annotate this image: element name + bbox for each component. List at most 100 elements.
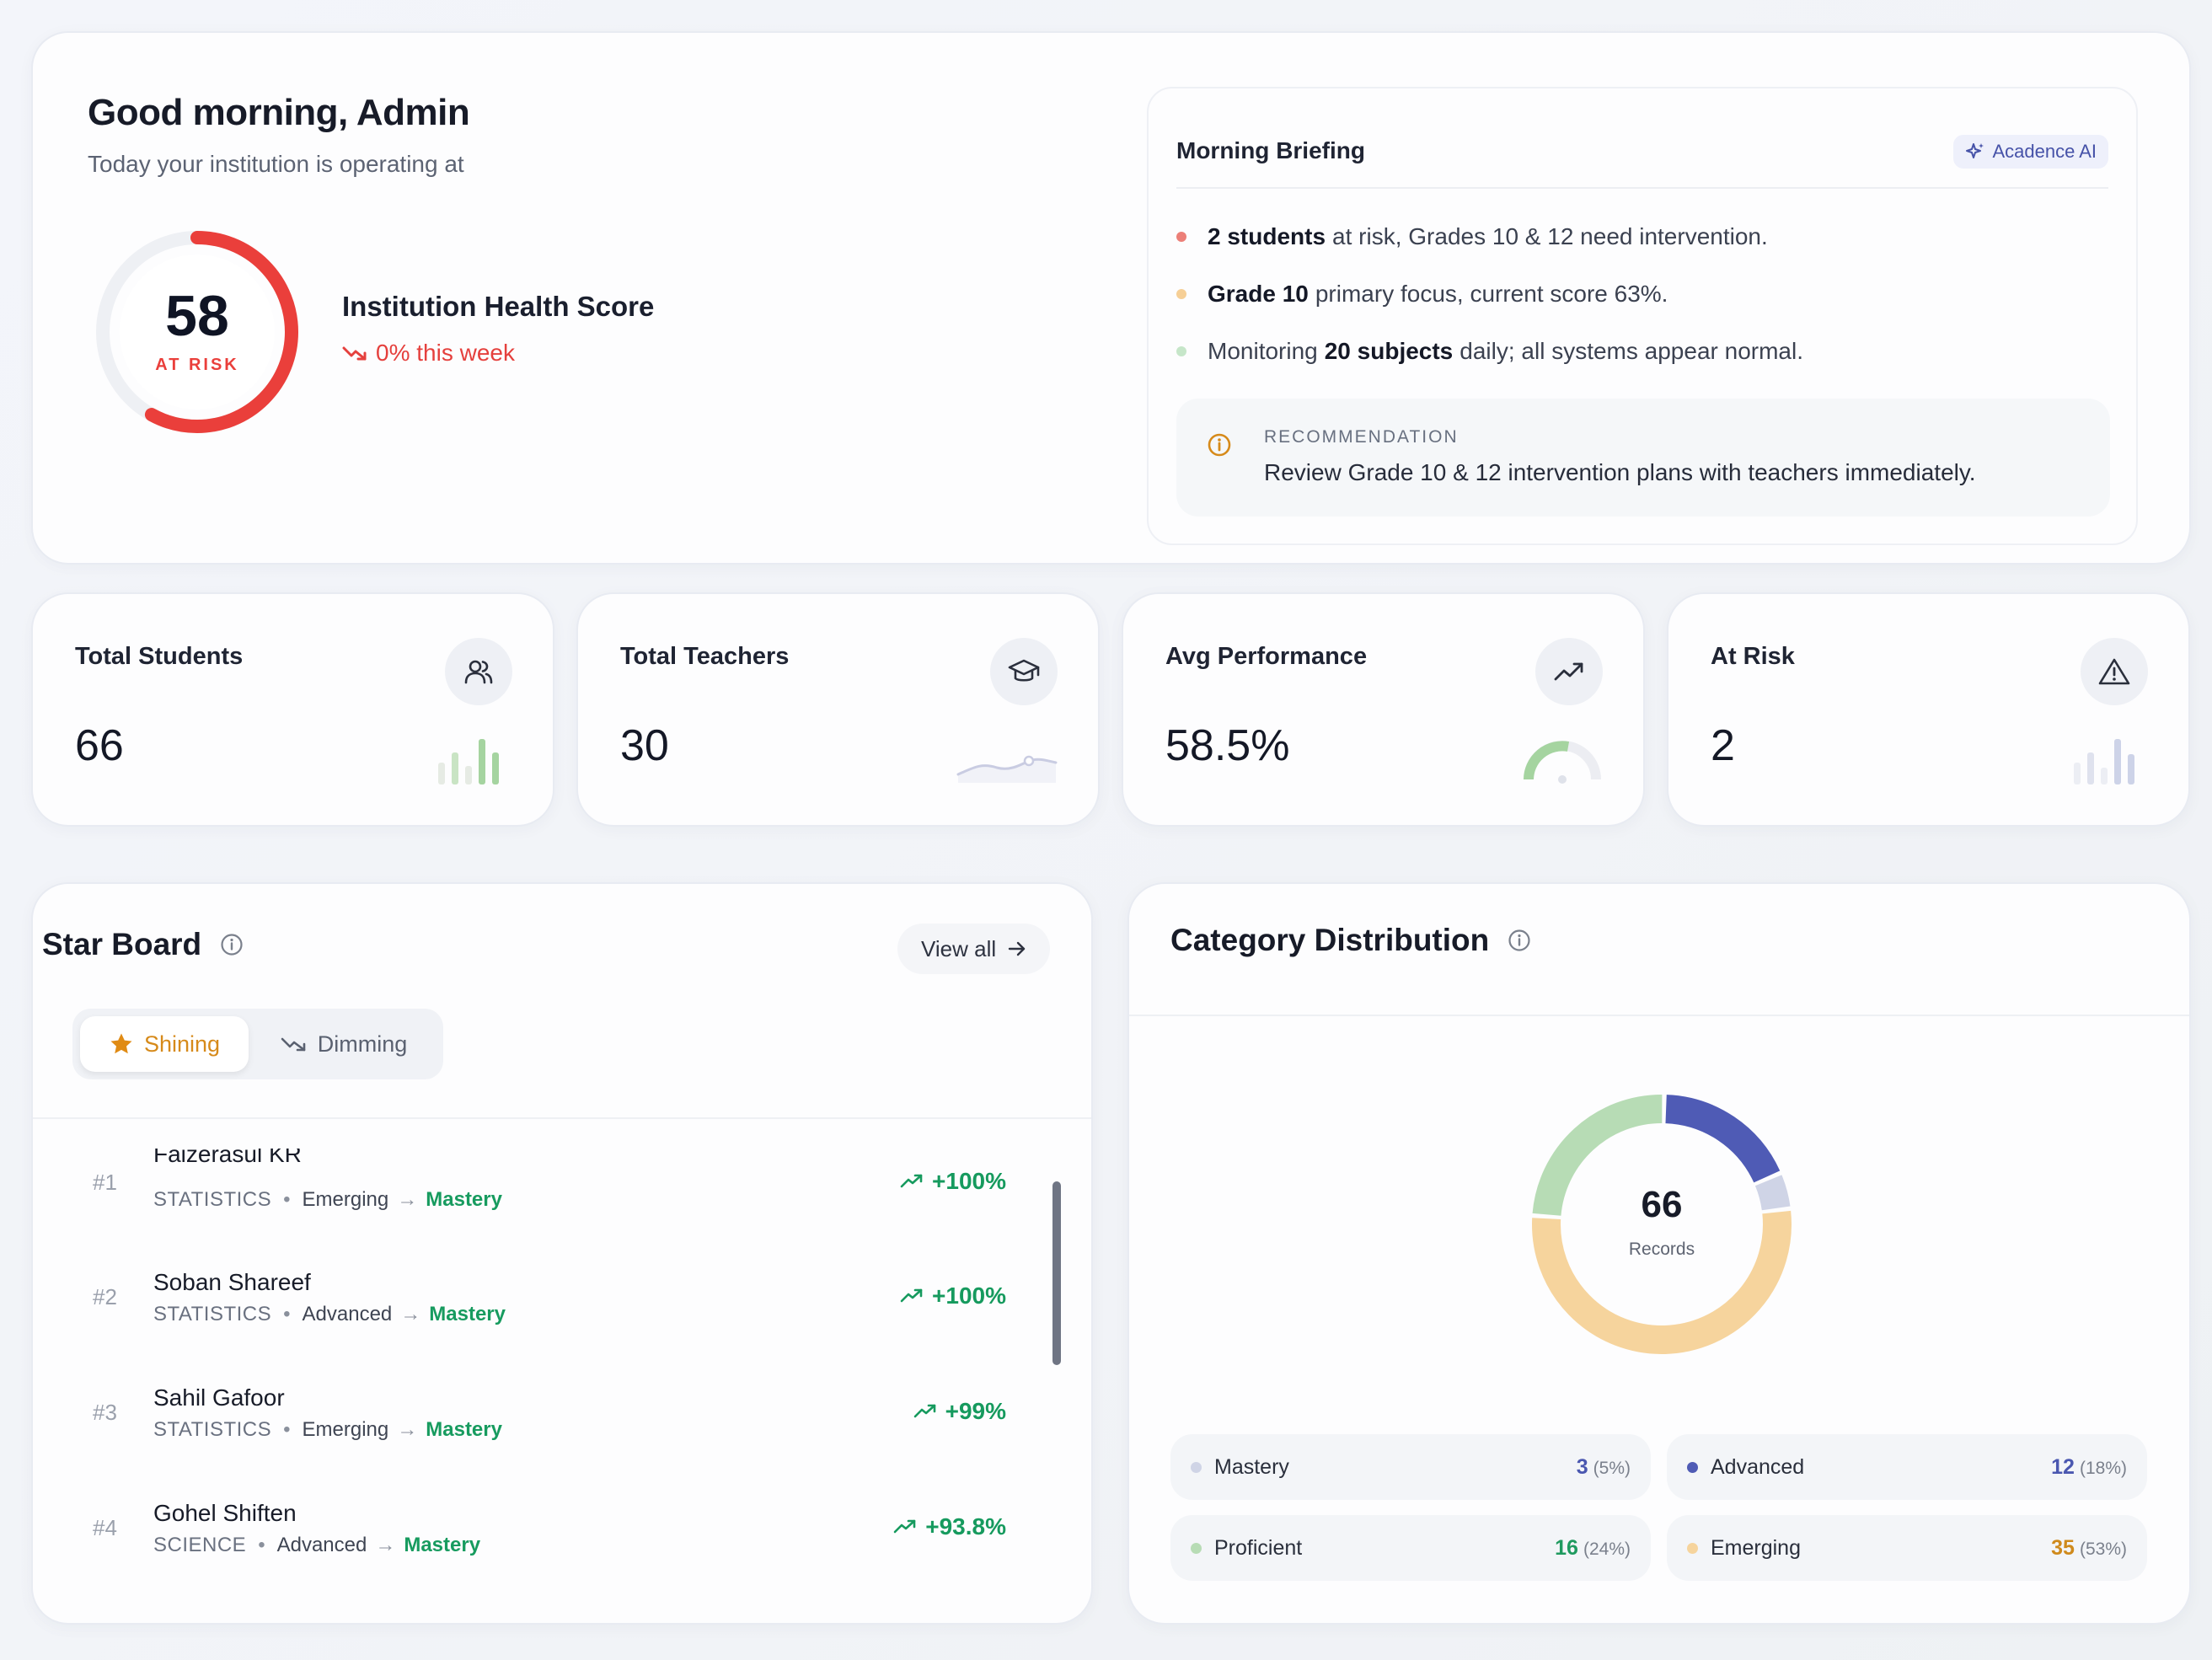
student-name: Soban Shareef (153, 1269, 311, 1295)
bullet-text: at risk, Grades 10 & 12 need interventio… (1332, 223, 1768, 249)
stat-card-at-risk[interactable]: At Risk 2 (1667, 592, 2190, 827)
to-level: Mastery (429, 1303, 506, 1325)
view-all-button[interactable]: View all (897, 924, 1051, 974)
star-board-title-text: Star Board (42, 927, 202, 961)
from-level: Emerging (302, 1188, 389, 1211)
bullet-dot-focus (1176, 289, 1186, 299)
sparkles-icon (1965, 142, 1985, 162)
health-score-arc (96, 231, 298, 433)
student-meta: STATISTICS • Emerging → Mastery (153, 1188, 502, 1212)
greeting-subtitle: Today your institution is operating at (88, 151, 464, 177)
stat-title: At Risk (1711, 643, 1795, 670)
delta-value: +93.8% (925, 1513, 1006, 1540)
acadence-ai-badge[interactable]: Acadence AI (1953, 135, 2108, 169)
info-icon[interactable] (1508, 929, 1531, 952)
from-level: Advanced (302, 1303, 393, 1325)
legend-item-emerging[interactable]: Emerging 35 (53%) (1667, 1515, 2147, 1581)
briefing-divider (1176, 187, 2108, 189)
donut-slice-advanced[interactable] (1665, 1095, 1781, 1183)
legend-item-proficient[interactable]: Proficient 16 (24%) (1170, 1515, 1651, 1581)
legend-name: Emerging (1711, 1536, 1801, 1560)
from-level: Advanced (276, 1534, 367, 1556)
donut-total: 66 (1641, 1184, 1683, 1225)
view-all-label: View all (921, 935, 997, 961)
category-distribution-title: Category Distribution (1170, 923, 1531, 958)
legend-item-mastery[interactable]: Mastery 3 (5%) (1170, 1434, 1651, 1500)
separator-dot: • (283, 1418, 291, 1441)
list-item[interactable]: #3 Sahil Gafoor STATISTICS • Emerging → … (33, 1351, 1057, 1465)
stat-value: 58.5% (1165, 721, 1290, 770)
stat-value: 66 (75, 721, 124, 770)
star-board-card (31, 882, 1093, 1625)
growth-delta: +100% (900, 1282, 1006, 1309)
category-title-text: Category Distribution (1170, 923, 1490, 957)
recommendation-label: RECOMMENDATION (1264, 427, 1459, 447)
donut-slice-proficient[interactable] (1532, 1095, 1663, 1217)
health-score-value: 58 (165, 284, 229, 348)
bullet-dot-risk (1176, 232, 1186, 242)
info-icon (1207, 432, 1232, 458)
bullet-text: primary focus, current score 63%. (1315, 281, 1668, 307)
rank: #3 (93, 1400, 117, 1425)
bullet-prefix: Monitoring (1208, 338, 1318, 364)
category-donut-chart (1523, 1085, 1801, 1363)
legend-count: 16 (1555, 1536, 1578, 1560)
star-board-title: Star Board (42, 927, 244, 962)
stat-card-total-students[interactable]: Total Students 66 (31, 592, 554, 827)
health-status-label: AT RISK (155, 356, 239, 374)
list-item[interactable]: #1 Faizerasul KR STATISTICS • Emerging →… (33, 1121, 1057, 1235)
subject: SCIENCE (153, 1534, 247, 1556)
stat-card-total-teachers[interactable]: Total Teachers 30 (576, 592, 1100, 827)
tab-dimming[interactable]: Dimming (260, 1016, 428, 1072)
health-score-title: Institution Health Score (342, 291, 655, 322)
briefing-bullet: Monitoring 20 subjects daily; all system… (1176, 338, 1803, 365)
separator-dot: • (283, 1188, 291, 1211)
student-name: Sahil Gafoor (153, 1384, 285, 1411)
tab-dimming-label: Dimming (317, 1031, 408, 1057)
alert-triangle-icon (2081, 638, 2148, 705)
legend-count: 35 (2051, 1536, 2075, 1560)
list-item[interactable]: #2 Soban Shareef STATISTICS • Advanced →… (33, 1235, 1057, 1350)
star-board-scrollbar[interactable] (1052, 1181, 1061, 1365)
star-board-tabs: Shining Dimming (72, 1009, 443, 1079)
delta-value: +99% (945, 1398, 1006, 1424)
legend-value: 12 (18%) (2051, 1434, 2127, 1502)
separator-dot: • (283, 1303, 291, 1325)
rank: #4 (93, 1515, 117, 1540)
growth-delta: +93.8% (893, 1513, 1006, 1540)
briefing-title: Morning Briefing (1176, 137, 1365, 163)
donut-slice-emerging[interactable] (1532, 1210, 1792, 1354)
legend-name: Mastery (1214, 1455, 1289, 1479)
bullet-bold: 20 subjects (1324, 338, 1454, 364)
mini-bar-chart (437, 734, 512, 784)
arrow-right-icon: → (375, 1534, 396, 1556)
recommendation-box: RECOMMENDATION Review Grade 10 & 12 inte… (1176, 399, 2110, 517)
to-level: Mastery (426, 1418, 502, 1441)
stat-card-avg-performance[interactable]: Avg Performance 58.5% (1122, 592, 1645, 827)
morning-briefing-panel: Morning Briefing Acadence AI 2 students … (1147, 87, 2138, 545)
trending-up-icon (900, 1288, 924, 1304)
rank: #1 (93, 1170, 117, 1195)
tab-shining-label: Shining (143, 1031, 221, 1057)
legend-item-advanced[interactable]: Advanced 12 (18%) (1667, 1434, 2147, 1500)
stat-value: 2 (1711, 721, 1735, 770)
mini-bar-chart (2072, 734, 2148, 784)
health-trend-text: 0% this week (376, 340, 515, 366)
health-score-gauge: 58 AT RISK (88, 222, 307, 442)
donut-slice-mastery[interactable] (1754, 1175, 1791, 1211)
briefing-bullet: 2 students at risk, Grades 10 & 12 need … (1176, 223, 1768, 250)
separator-dot: • (258, 1534, 265, 1556)
star-board-list[interactable]: #1 Faizerasul KR STATISTICS • Emerging →… (33, 1121, 1057, 1618)
bullet-text: daily; all systems appear normal. (1459, 338, 1803, 364)
tab-shining[interactable]: Shining (80, 1016, 249, 1072)
growth-delta: +100% (900, 1168, 1006, 1195)
info-icon[interactable] (220, 933, 244, 956)
student-meta: STATISTICS • Emerging → Mastery (153, 1418, 502, 1442)
delta-value: +100% (932, 1168, 1006, 1194)
subject: STATISTICS (153, 1303, 272, 1325)
student-name: Gohel Shiften (153, 1500, 297, 1526)
recommendation-text: Review Grade 10 & 12 intervention plans … (1264, 459, 1976, 485)
to-level: Mastery (426, 1188, 502, 1211)
legend-value: 3 (5%) (1577, 1434, 1631, 1502)
list-item[interactable]: #4 Gohel Shiften SCIENCE • Advanced → Ma… (33, 1466, 1057, 1581)
